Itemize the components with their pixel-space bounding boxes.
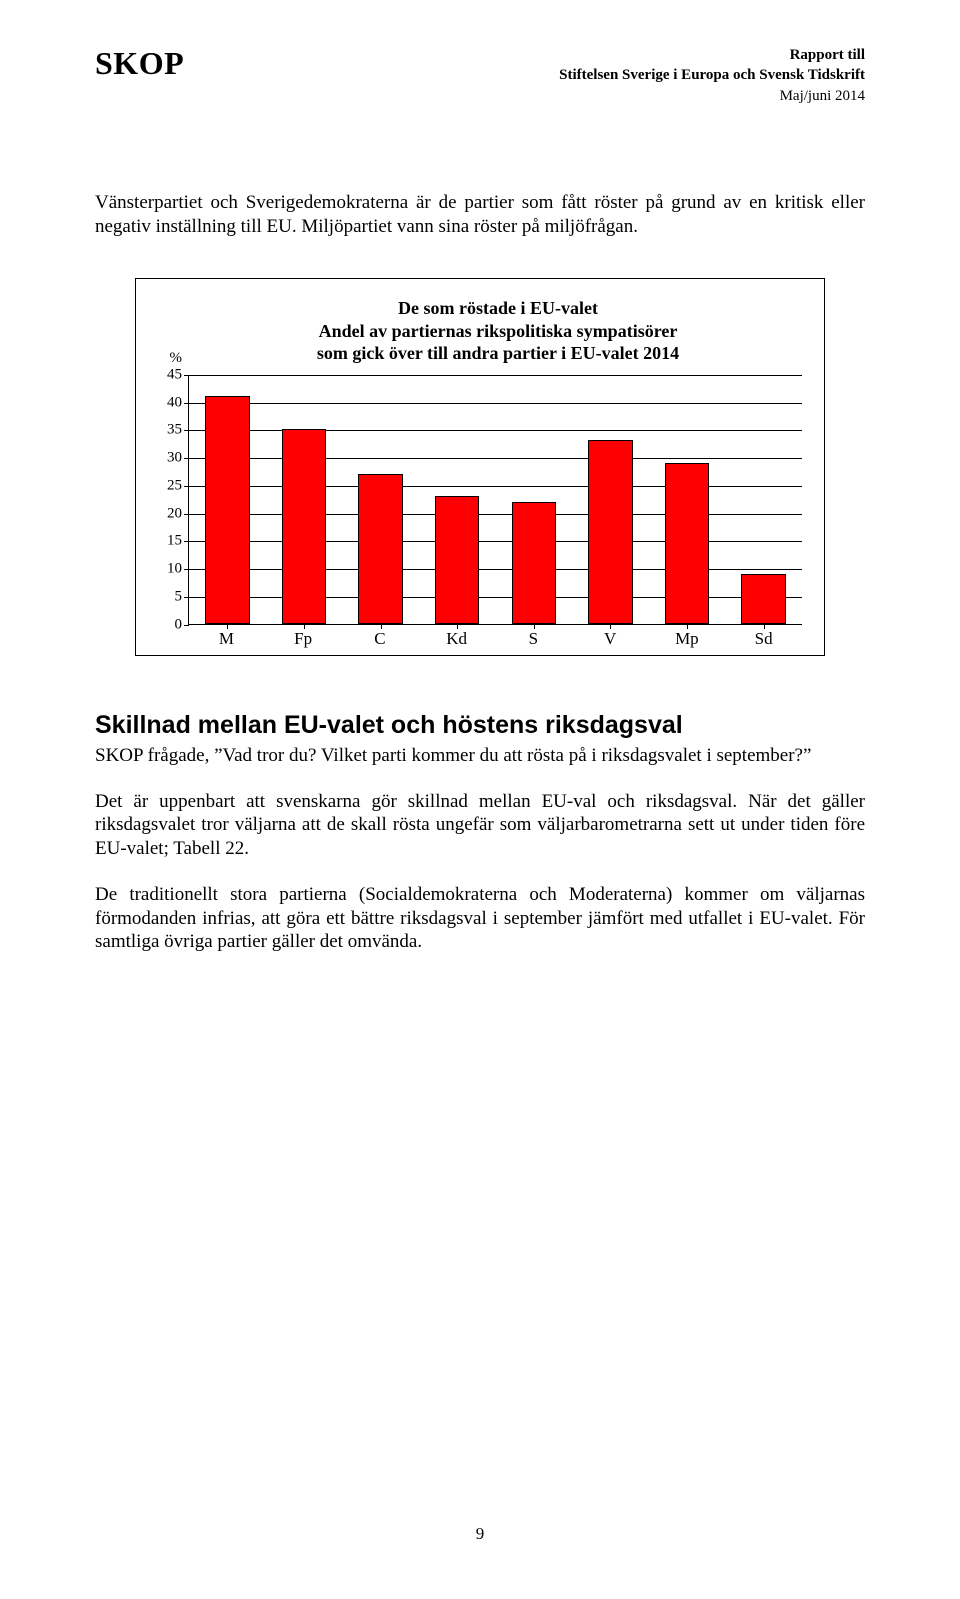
y-tick-mark (184, 403, 189, 404)
bar (588, 440, 632, 623)
chart-title-l1: De som röstade i EU-valet (194, 297, 802, 320)
intro-paragraph: Vänsterpartiet och Sverigedemokraterna ä… (95, 191, 865, 239)
bar (205, 396, 249, 624)
header-line-2: Stiftelsen Sverige i Europa och Svensk T… (559, 65, 865, 85)
brand-skop: SKOP (95, 45, 184, 82)
y-tick-mark (184, 375, 189, 376)
chart-title-l3: som gick över till andra partier i EU-va… (194, 342, 802, 365)
x-axis-label: Mp (649, 629, 726, 649)
section-p1: SKOP frågade, ”Vad tror du? Vilket parti… (95, 744, 865, 768)
bar (435, 496, 479, 624)
header-line-3: Maj/juni 2014 (559, 86, 865, 106)
y-tick-label: 15 (167, 534, 182, 549)
x-axis-label: Kd (418, 629, 495, 649)
section-p3: De traditionellt stora partierna (Social… (95, 883, 865, 954)
y-tick-label: 20 (167, 506, 182, 521)
bar (741, 574, 785, 624)
chart-body: % 051015202530354045 (158, 375, 802, 625)
y-tick-label: 10 (167, 562, 182, 577)
x-tick-mark (534, 624, 535, 629)
y-axis: % 051015202530354045 (158, 375, 188, 625)
y-tick-label: 25 (167, 478, 182, 493)
chart-title: De som röstade i EU-valet Andel av parti… (158, 297, 802, 365)
y-tick-label: 5 (175, 589, 183, 604)
page-header: SKOP Rapport till Stiftelsen Sverige i E… (95, 45, 865, 106)
x-tick-mark (687, 624, 688, 629)
plot-area (188, 375, 802, 625)
x-tick-mark (381, 624, 382, 629)
y-tick-label: 30 (167, 451, 182, 466)
x-axis-labels: MFpCKdSVMpSd (158, 629, 802, 649)
x-tick-mark (764, 624, 765, 629)
y-tick-mark (184, 486, 189, 487)
x-axis-label: C (342, 629, 419, 649)
y-tick-mark (184, 541, 189, 542)
y-axis-pct: % (170, 351, 183, 366)
bar (282, 429, 326, 623)
x-axis-label: Fp (265, 629, 342, 649)
x-axis-label: Sd (725, 629, 802, 649)
x-tick-mark (227, 624, 228, 629)
x-tick-mark (304, 624, 305, 629)
x-tick-mark (610, 624, 611, 629)
chart-title-l2: Andel av partiernas rikspolitiska sympat… (194, 320, 802, 343)
header-meta: Rapport till Stiftelsen Sverige i Europa… (559, 45, 865, 106)
y-tick-mark (184, 458, 189, 459)
gridline (189, 403, 802, 404)
y-tick-mark (184, 514, 189, 515)
bar (512, 502, 556, 624)
y-tick-mark (184, 625, 189, 626)
bar (665, 463, 709, 624)
x-axis-label: S (495, 629, 572, 649)
x-tick-mark (457, 624, 458, 629)
gridline (189, 375, 802, 376)
y-tick-mark (184, 430, 189, 431)
page-number: 9 (476, 1524, 485, 1544)
section-heading: Skillnad mellan EU-valet och höstens rik… (95, 711, 865, 740)
y-tick-label: 40 (167, 395, 182, 410)
bar-chart: De som röstade i EU-valet Andel av parti… (135, 278, 825, 656)
y-tick-label: 45 (167, 367, 182, 382)
y-tick-label: 35 (167, 423, 182, 438)
section-p2: Det är uppenbart att svenskarna gör skil… (95, 790, 865, 861)
header-line-1: Rapport till (559, 45, 865, 65)
y-tick-label: 0 (175, 617, 183, 632)
y-tick-mark (184, 597, 189, 598)
bar (358, 474, 402, 624)
x-axis-label: V (572, 629, 649, 649)
x-axis-label: M (188, 629, 265, 649)
y-tick-mark (184, 569, 189, 570)
